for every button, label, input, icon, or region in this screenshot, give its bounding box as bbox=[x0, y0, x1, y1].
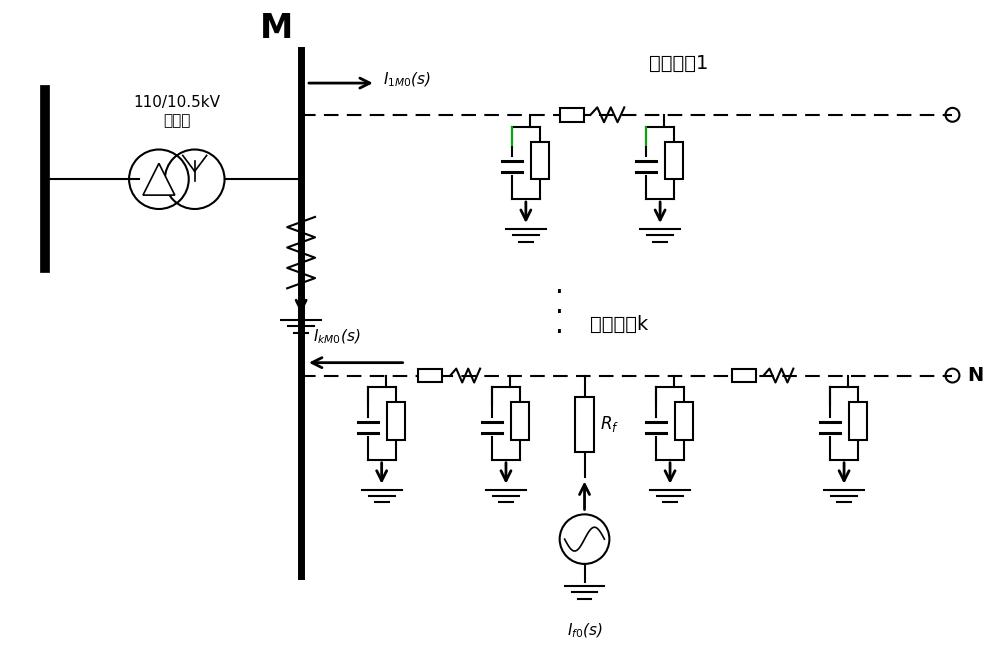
Bar bbox=[675, 402, 693, 440]
Bar bbox=[531, 141, 549, 179]
Bar bbox=[418, 369, 442, 382]
Bar bbox=[511, 402, 529, 440]
Text: ·: · bbox=[555, 319, 564, 347]
Bar bbox=[575, 397, 594, 452]
Polygon shape bbox=[143, 163, 175, 195]
Text: 故障线路k: 故障线路k bbox=[590, 315, 648, 334]
Text: 正常线路1: 正常线路1 bbox=[649, 54, 709, 73]
Text: ·: · bbox=[555, 279, 564, 307]
Text: $I_{1M0}$(s): $I_{1M0}$(s) bbox=[383, 71, 431, 89]
Text: $I_{kM0}$(s): $I_{kM0}$(s) bbox=[313, 327, 360, 346]
Bar bbox=[560, 108, 584, 122]
Bar bbox=[849, 402, 867, 440]
Bar bbox=[665, 141, 683, 179]
Text: M: M bbox=[260, 12, 293, 45]
Text: $R_f$: $R_f$ bbox=[600, 414, 620, 434]
Text: 110/10.5kV
变压器: 110/10.5kV 变压器 bbox=[133, 95, 220, 128]
Text: ·: · bbox=[555, 299, 564, 327]
Bar bbox=[387, 402, 405, 440]
Text: $I_{f0}$(s): $I_{f0}$(s) bbox=[567, 621, 602, 640]
Bar bbox=[732, 369, 756, 382]
Text: N: N bbox=[967, 366, 984, 385]
